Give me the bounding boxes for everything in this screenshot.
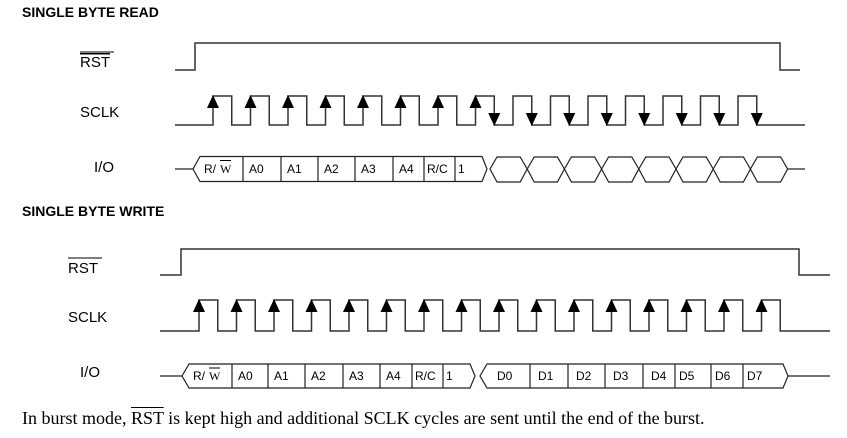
- data-segment: [479, 363, 789, 389]
- data-cell-label: D0: [497, 369, 513, 383]
- data-slot-hexagon: [675, 156, 714, 183]
- falling-edge-arrow-icon: [600, 113, 613, 126]
- cell-label: A2: [324, 162, 339, 176]
- rising-edge-arrow-icon: [643, 299, 655, 312]
- cell-label: R/C: [415, 369, 436, 383]
- data-cell-label: D5: [679, 369, 695, 383]
- rising-edge-arrow-icon: [343, 299, 355, 312]
- falling-edge-arrow-icon: [638, 113, 651, 126]
- write-sclk-label: SCLK: [68, 309, 107, 326]
- cell-label: R/: [193, 369, 206, 383]
- cell-label: A0: [238, 369, 253, 383]
- data-cell-label: D4: [651, 369, 667, 383]
- cell-label: 1: [458, 162, 465, 176]
- data-slot-hexagon: [526, 156, 566, 183]
- data-slot-hexagon: [749, 156, 789, 183]
- data-cell-label: D3: [613, 369, 629, 383]
- bus-segment: [181, 363, 476, 389]
- rising-edge-arrow-icon: [394, 95, 407, 108]
- sclk-line: [160, 299, 830, 332]
- rising-edge-arrow-icon: [530, 299, 543, 312]
- rising-edge-arrow-icon: [282, 95, 294, 108]
- falling-edge-arrow-icon: [488, 113, 501, 126]
- cell-label: R/: [204, 162, 217, 176]
- rising-edge-arrow-icon: [455, 299, 468, 312]
- cell-label: A1: [274, 369, 289, 383]
- cell-label: A0: [249, 162, 264, 176]
- data-slot-hexagon: [563, 156, 603, 183]
- write-io-bus: R/W A0 A1 A2 A3 A4 R/C 1 D0 D1 D2 D3 D4 D5 D6 D7: [160, 363, 830, 389]
- rising-edge-arrow-icon: [605, 299, 618, 312]
- rising-edge-arrow-icon: [244, 95, 257, 108]
- data-cell-label: D1: [538, 369, 554, 383]
- falling-edge-arrow-icon: [675, 113, 688, 126]
- cell-label: A1: [287, 162, 302, 176]
- falling-edge-arrow-icon: [713, 113, 726, 126]
- write-rst-waveform: [160, 248, 830, 276]
- rising-edge-arrow-icon: [207, 95, 219, 108]
- sclk-line: [175, 95, 805, 126]
- read-sclk-waveform: [175, 95, 805, 126]
- write-sclk-waveform: [160, 299, 830, 332]
- read-rst-waveform: [175, 42, 800, 71]
- cell-label-w: W: [209, 369, 221, 383]
- cell-label: A4: [386, 369, 401, 383]
- falling-edge-arrow-icon: [563, 113, 576, 126]
- rising-edge-arrow-icon: [357, 95, 369, 108]
- falling-edge-arrow-icon: [750, 113, 763, 126]
- cell-label: A3: [361, 162, 376, 176]
- read-title: SINGLE BYTE READ: [22, 4, 159, 20]
- data-cell-label: D7: [747, 369, 763, 383]
- data-slot-hexagon: [712, 156, 752, 183]
- write-title: SINGLE BYTE WRITE: [22, 203, 164, 219]
- burst-mode-note: In burst mode, RST is kept high and addi…: [22, 408, 705, 429]
- write-rst-label: RST: [68, 260, 98, 277]
- rising-edge-arrow-icon: [680, 299, 693, 312]
- read-rst-label: RST: [80, 54, 110, 71]
- rising-edge-arrow-icon: [418, 299, 430, 312]
- cell-label: A3: [349, 369, 364, 383]
- note-part1: In burst mode,: [22, 408, 131, 428]
- data-cell-label: D2: [576, 369, 592, 383]
- rising-edge-arrow-icon: [319, 95, 332, 108]
- cell-label: A2: [311, 369, 326, 383]
- falling-edge-arrow-icon: [525, 113, 538, 126]
- rising-edge-arrow-icon: [268, 299, 280, 312]
- rising-edge-arrow-icon: [432, 95, 444, 108]
- rising-edge-arrow-icon: [193, 299, 205, 312]
- data-slot-hexagon: [489, 156, 528, 183]
- cell-label: A4: [399, 162, 414, 176]
- bus-segment: [192, 155, 488, 183]
- read-io-label: I/O: [94, 159, 114, 176]
- rising-edge-arrow-icon: [469, 95, 482, 108]
- cell-label-w: W: [220, 162, 232, 176]
- data-slot-hexagon: [600, 156, 640, 183]
- note-part2: is kept high and additional SCLK cycles …: [163, 408, 705, 428]
- cell-label: R/C: [427, 162, 448, 176]
- note-rst: RST: [130, 408, 164, 428]
- rising-edge-arrow-icon: [380, 299, 393, 312]
- rising-edge-arrow-icon: [755, 299, 768, 312]
- rising-edge-arrow-icon: [305, 299, 318, 312]
- rising-edge-arrow-icon: [230, 299, 243, 312]
- rising-edge-arrow-icon: [568, 299, 580, 312]
- write-io-label: I/O: [80, 364, 100, 381]
- data-cell-label: D6: [715, 369, 731, 383]
- cell-label: 1: [446, 369, 453, 383]
- read-io-bus: R/W A0 A1 A2 A3 A4 R/C 1: [175, 155, 805, 183]
- rising-edge-arrow-icon: [493, 299, 505, 312]
- rising-edge-arrow-icon: [718, 299, 730, 312]
- read-sclk-label: SCLK: [80, 104, 119, 121]
- data-slot-hexagon: [638, 156, 677, 183]
